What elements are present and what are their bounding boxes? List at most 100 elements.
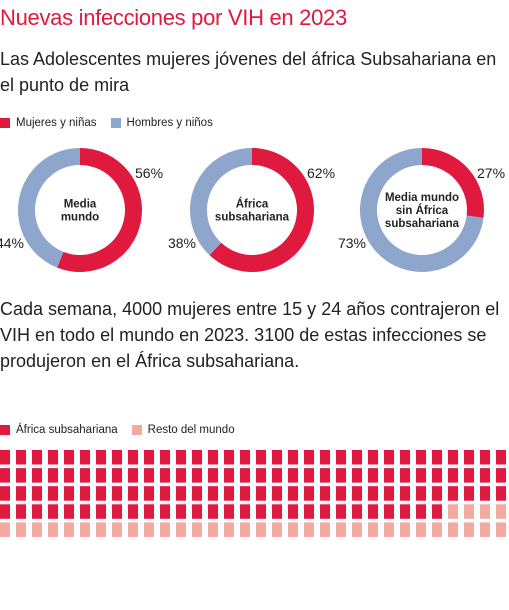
waffle-cell-africa [416, 468, 426, 483]
waffle-cell-africa [48, 468, 58, 483]
waffle-cell-africa [240, 486, 250, 501]
donut-2-slice-men [189, 148, 252, 256]
legend-swatch-men [110, 118, 121, 128]
waffle-cell-africa [128, 468, 138, 483]
waffle-cell-rest [288, 522, 298, 537]
waffle-cell-africa [256, 504, 266, 519]
waffle-cell-rest [448, 522, 458, 537]
waffle-cell-africa [144, 450, 154, 465]
waffle-cell-africa [432, 468, 442, 483]
waffle-cell-africa [160, 486, 170, 501]
waffle-cell-africa [352, 450, 362, 465]
waffle-cell-rest [192, 522, 202, 537]
waffle-cell-africa [96, 504, 106, 519]
waffle-cell-rest [448, 504, 458, 519]
legend-swatch-rest [131, 425, 142, 435]
legend-label-men: Hombres y niños [126, 117, 213, 129]
waffle-cell-rest [240, 522, 250, 537]
waffle-cell-africa [32, 468, 42, 483]
waffle-cell-africa [304, 504, 314, 519]
waffle-cell-africa [128, 486, 138, 501]
waffle-cell-africa [224, 486, 234, 501]
waffle-cell-africa [400, 450, 410, 465]
waffle-cell-africa [432, 450, 442, 465]
waffle-cell-rest [272, 522, 282, 537]
waffle-cell-africa [64, 450, 74, 465]
waffle-cell-africa [336, 486, 346, 501]
waffle-cell-africa [80, 504, 90, 519]
waffle-cell-africa [384, 504, 394, 519]
waffle-cell-africa [48, 486, 58, 501]
waffle-cell-africa [192, 504, 202, 519]
waffle-cell-africa [224, 504, 234, 519]
waffle-cell-africa [368, 504, 378, 519]
waffle-cell-africa [208, 468, 218, 483]
waffle-cell-rest [256, 522, 266, 537]
waffle-cell-africa [416, 486, 426, 501]
waffle-chart [0, 450, 506, 537]
waffle-cell-africa [32, 504, 42, 519]
legend-label-women: Mujeres y niñas [16, 117, 97, 129]
waffle-cell-africa [288, 486, 298, 501]
donut-2-center-label: África [236, 198, 269, 211]
donut-3-center-label: sin África [396, 204, 449, 217]
donut-2-label-women: 62% [307, 165, 335, 181]
legend-item-rest: Resto del mundo [131, 424, 235, 436]
summary-paragraph: Cada semana, 4000 mujeres entre 15 y 24 … [0, 299, 500, 371]
waffle-cell-africa [320, 450, 330, 465]
waffle-cell-africa [208, 504, 218, 519]
waffle-legend: África subsahariana Resto del mundo [0, 424, 249, 436]
waffle-cell-africa [0, 504, 10, 519]
waffle-cell-africa [160, 504, 170, 519]
legend-item-africa: África subsahariana [0, 424, 118, 436]
waffle-cell-rest [128, 522, 138, 537]
waffle-cell-africa [112, 450, 122, 465]
legend-item-women: Mujeres y niñas [0, 117, 97, 129]
waffle-cell-africa [272, 486, 282, 501]
waffle-cell-africa [304, 486, 314, 501]
waffle-cell-rest [176, 522, 186, 537]
waffle-cell-rest [496, 522, 506, 537]
waffle-cell-africa [288, 504, 298, 519]
waffle-cell-africa [304, 468, 314, 483]
waffle-cell-rest [432, 522, 442, 537]
waffle-cell-africa [16, 450, 26, 465]
waffle-cell-africa [480, 450, 490, 465]
waffle-cell-rest [112, 522, 122, 537]
waffle-cell-africa [176, 486, 186, 501]
waffle-cell-africa [304, 450, 314, 465]
waffle-cell-africa [192, 450, 202, 465]
donut-2-label-men: 38% [168, 235, 196, 251]
waffle-cell-rest [80, 522, 90, 537]
waffle-cell-africa [432, 504, 442, 519]
donut-1-label-men: 44% [0, 235, 24, 251]
waffle-cell-africa [240, 504, 250, 519]
waffle-cell-africa [496, 450, 506, 465]
waffle-cell-africa [96, 450, 106, 465]
waffle-cell-africa [144, 504, 154, 519]
waffle-cell-africa [368, 450, 378, 465]
waffle-cell-rest [464, 522, 474, 537]
waffle-cell-africa [320, 504, 330, 519]
donut-3-center-label: Media mundo [385, 192, 459, 204]
waffle-cell-rest [480, 504, 490, 519]
donut-legend: Mujeres y niñas Hombres y niños [0, 117, 227, 129]
waffle-cell-africa [144, 468, 154, 483]
waffle-cell-rest [160, 522, 170, 537]
waffle-cell-africa [448, 486, 458, 501]
waffle-cell-rest [64, 522, 74, 537]
waffle-cell-rest [32, 522, 42, 537]
donut-1-label-women: 56% [135, 165, 163, 181]
waffle-cell-africa [112, 468, 122, 483]
waffle-cell-africa [464, 468, 474, 483]
waffle-cell-rest [224, 522, 234, 537]
donut-1-slice-women [57, 148, 143, 272]
waffle-cell-africa [464, 486, 474, 501]
waffle-cell-africa [352, 504, 362, 519]
waffle-cell-africa [48, 504, 58, 519]
donut-1-center-label: Media [64, 199, 97, 211]
waffle-cell-africa [0, 486, 10, 501]
